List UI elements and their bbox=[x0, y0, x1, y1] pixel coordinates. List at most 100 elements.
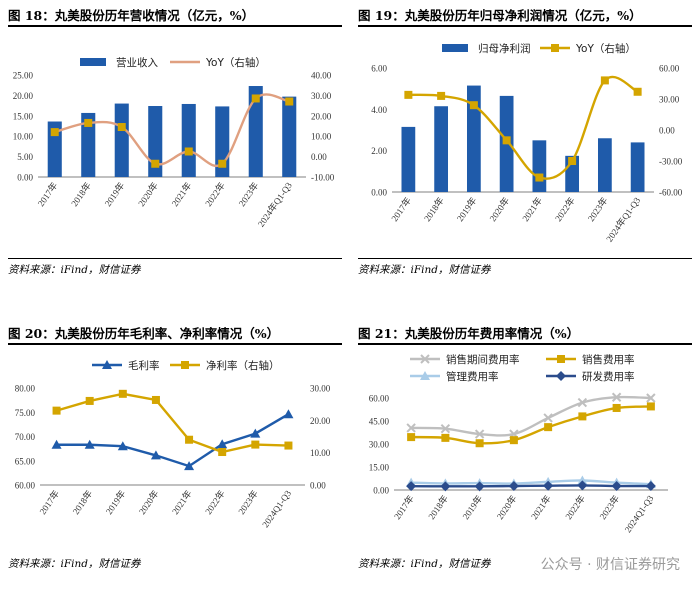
series-line bbox=[56, 392, 289, 454]
series-line bbox=[408, 75, 639, 180]
chart-title: 图 20：丸美股份历年毛利率、净利率情况（%） bbox=[8, 323, 342, 345]
chart-panel-revenue: 图 18：丸美股份历年营收情况（亿元，%） 0.00 5.00 10.00 15.00… bbox=[0, 0, 350, 290]
chart-panel-net-profit: 图 19：丸美股份历年归母净利润情况（亿元，%） 0.00 2.00 4.00 6.0… bbox=[350, 0, 700, 290]
legend-label: 营业收入 bbox=[116, 56, 158, 69]
bar bbox=[532, 140, 547, 192]
bar bbox=[630, 142, 645, 192]
legend-label: YoY（右轴） bbox=[205, 56, 266, 69]
series-marker bbox=[84, 118, 93, 127]
series-marker bbox=[52, 406, 61, 415]
source-note: 资料来源：iFind，财信证券 bbox=[358, 264, 491, 276]
y2-tick-label: 20.00 bbox=[311, 111, 332, 121]
y-tick-label: 80.00 bbox=[15, 384, 36, 394]
y2-tick-label: 30.00 bbox=[310, 384, 331, 394]
y-tick-label: 2.00 bbox=[371, 146, 387, 156]
series-marker bbox=[600, 76, 609, 85]
series-marker bbox=[406, 481, 417, 492]
series-marker bbox=[50, 128, 59, 137]
x-tick-label: 2020年 bbox=[136, 488, 161, 516]
series-marker bbox=[535, 173, 544, 182]
series-marker bbox=[474, 481, 485, 492]
line-series bbox=[406, 480, 656, 492]
divider bbox=[358, 258, 692, 259]
series-marker bbox=[184, 461, 195, 471]
bar bbox=[401, 126, 416, 192]
bar bbox=[434, 106, 449, 192]
x-tick-label: 2022年 bbox=[202, 488, 227, 516]
x-tick-label: 2021年 bbox=[520, 195, 545, 223]
series-marker bbox=[285, 97, 294, 106]
series-line bbox=[56, 413, 290, 468]
x-tick-label: 2024年Q1-Q3 bbox=[603, 194, 642, 243]
y2-tick-label: -10.00 bbox=[311, 173, 335, 183]
bar bbox=[282, 96, 297, 177]
legend-swatch bbox=[80, 58, 106, 66]
x-tick-label: 2023年 bbox=[236, 180, 261, 208]
y2-tick-label: 30.00 bbox=[311, 91, 332, 101]
line-series bbox=[52, 389, 293, 457]
series-marker bbox=[469, 101, 478, 110]
bar bbox=[114, 103, 129, 177]
series-marker bbox=[117, 123, 126, 132]
legend-label: YoY（右轴） bbox=[575, 42, 636, 55]
series-marker bbox=[185, 435, 194, 444]
legend-label: 毛利率 bbox=[128, 359, 160, 372]
series-marker bbox=[151, 395, 160, 404]
bar bbox=[466, 85, 481, 192]
y2-tick-label: 20.00 bbox=[310, 416, 331, 426]
x-tick-label: 2020年 bbox=[494, 493, 519, 521]
y-tick-label: 6.00 bbox=[371, 64, 387, 74]
x-tick-label: 2022年 bbox=[202, 180, 227, 208]
chart-net-profit: 0.00 2.00 4.00 6.00 -60.00 -30.00 0.00 30.00 60.… bbox=[371, 42, 682, 244]
y-tick-label: 5.00 bbox=[17, 152, 33, 162]
series-marker bbox=[251, 94, 260, 103]
y2-tick-label: 10.00 bbox=[310, 448, 331, 458]
series-marker bbox=[577, 475, 588, 485]
series-marker bbox=[577, 397, 588, 408]
y-tick-label: 0.00 bbox=[17, 173, 33, 183]
series-marker bbox=[578, 412, 587, 421]
series-marker bbox=[406, 423, 416, 433]
x-tick-label: 2024Q1-Q3 bbox=[260, 488, 293, 529]
legend-label: 管理费用率 bbox=[446, 370, 499, 383]
y-tick-label: 65.00 bbox=[15, 456, 36, 466]
series-marker bbox=[556, 371, 566, 381]
source-note: 资料来源：iFind，财信证券 bbox=[8, 558, 141, 570]
x-tick-label: 2017年 bbox=[37, 488, 62, 516]
x-tick-label: 2022年 bbox=[552, 195, 577, 223]
x-tick-label: 2019年 bbox=[103, 488, 128, 516]
series-marker bbox=[611, 392, 622, 402]
y2-tick-label: 0.00 bbox=[311, 152, 327, 162]
x-tick-label: 2023年 bbox=[597, 493, 622, 521]
x-tick-label: 2019年 bbox=[102, 180, 127, 208]
legend-label: 研发费用率 bbox=[582, 370, 635, 383]
x-tick-label: 2023年 bbox=[585, 195, 610, 223]
x-tick-label: 2018年 bbox=[426, 493, 451, 521]
x-tick-label: 2024年Q1-Q3 bbox=[255, 179, 294, 228]
bar bbox=[81, 112, 96, 177]
series-marker bbox=[102, 360, 112, 369]
series-marker bbox=[437, 91, 446, 100]
series-marker bbox=[557, 355, 565, 363]
y-tick-label: 10.00 bbox=[13, 132, 34, 142]
x-tick-label: 2021年 bbox=[169, 488, 194, 516]
series-marker bbox=[250, 428, 261, 438]
series-marker bbox=[543, 413, 553, 423]
series-marker bbox=[217, 439, 228, 449]
line-series bbox=[404, 75, 642, 182]
series-marker bbox=[551, 44, 559, 52]
bar bbox=[181, 103, 196, 177]
series-marker bbox=[509, 436, 518, 445]
axes: 60.00 65.00 70.00 75.00 80.00 0.00 10.00 20.00 3… bbox=[15, 384, 331, 530]
legend: 营业收入 YoY（右轴） bbox=[80, 56, 266, 69]
x-tick-label: 2023年 bbox=[235, 488, 260, 516]
x-tick-label: 2018年 bbox=[421, 195, 446, 223]
y2-tick-label: 30.00 bbox=[659, 95, 680, 105]
line-series bbox=[51, 409, 294, 471]
x-tick-label: 2019年 bbox=[460, 493, 485, 521]
bar bbox=[597, 138, 612, 192]
series-marker bbox=[646, 402, 655, 411]
legend-label: 净利率（右轴） bbox=[206, 359, 280, 372]
x-tick-label: 2020年 bbox=[487, 195, 512, 223]
series-marker bbox=[474, 429, 485, 439]
